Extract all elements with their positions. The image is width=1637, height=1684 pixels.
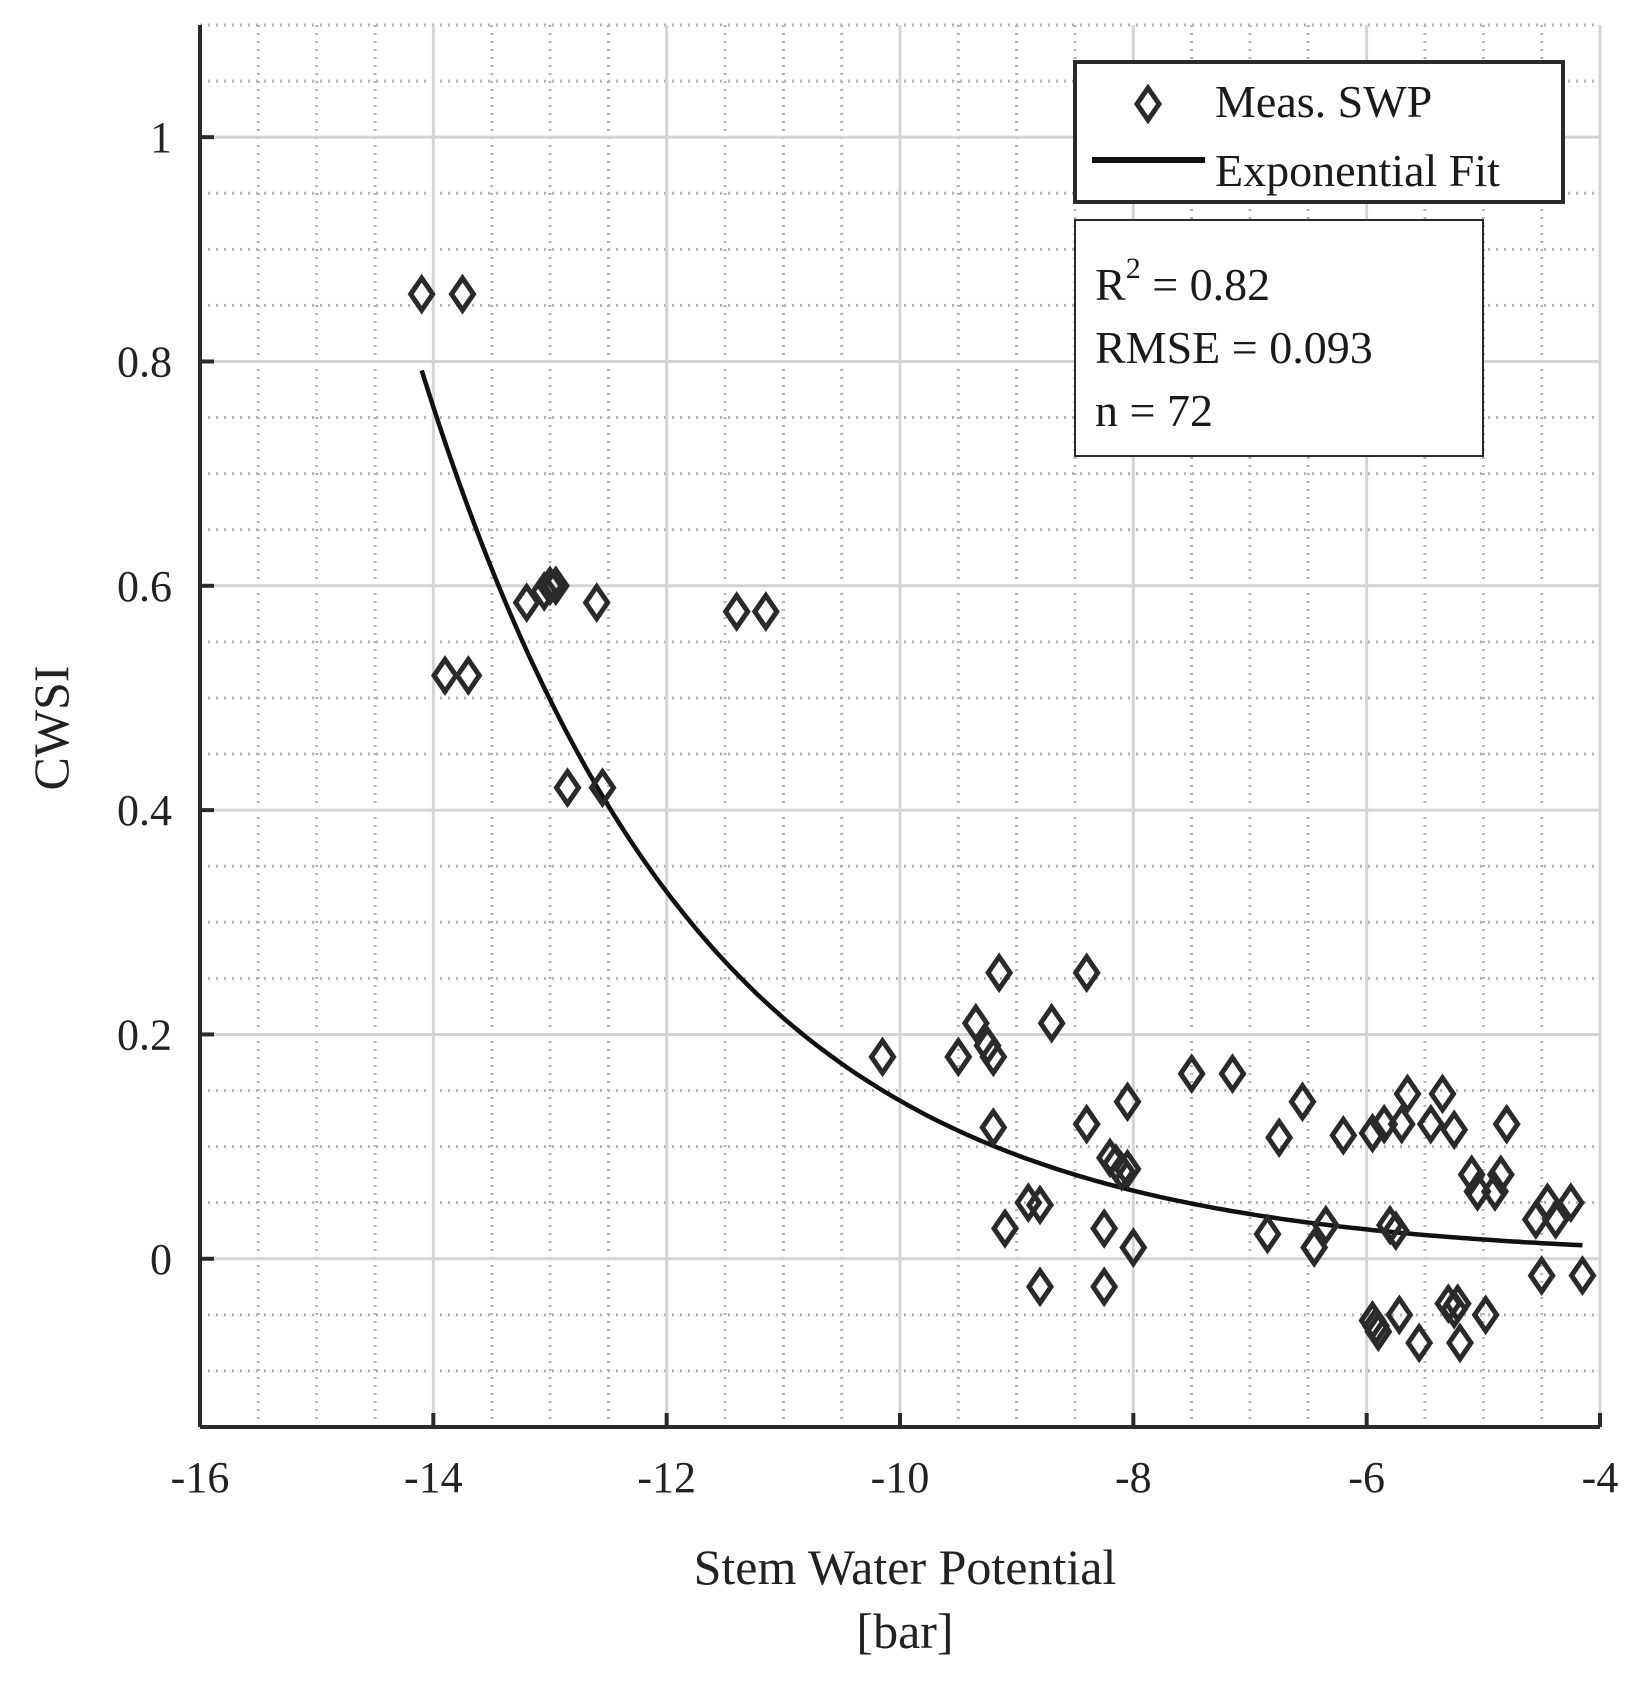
data-point — [553, 767, 582, 809]
x-tick-label: -16 — [171, 1453, 230, 1502]
legend-label-measured: Meas. SWP — [1215, 76, 1432, 127]
data-point — [1288, 1081, 1317, 1123]
data-point — [512, 582, 541, 624]
data-point — [541, 565, 570, 607]
data-point — [1457, 1154, 1486, 1196]
data-point — [1300, 1227, 1329, 1268]
data-point — [868, 1036, 897, 1078]
data-point — [448, 273, 477, 315]
tick-labels: -16 -14 -12 -10 -8 -6 -4 0 0.2 0.4 0.6 0.8 1 — [117, 113, 1618, 1502]
data-point — [1405, 1322, 1434, 1364]
legend: Meas. SWP Exponential Fit — [1073, 60, 1565, 204]
y-axis-title: CWSI — [23, 666, 79, 791]
data-point — [1177, 1053, 1206, 1095]
data-point — [751, 591, 780, 633]
data-point — [1440, 1109, 1469, 1151]
exponential-fit-layer — [419, 369, 1583, 1248]
data-point — [979, 1036, 1008, 1078]
data-point — [1072, 1103, 1101, 1145]
data-point — [430, 655, 460, 696]
data-point — [1329, 1114, 1358, 1156]
data-point — [1416, 1103, 1445, 1145]
x-axis-units: [bar] — [856, 1603, 953, 1659]
data-point — [1358, 1112, 1387, 1154]
data-point — [1107, 1150, 1136, 1192]
data-point — [535, 565, 565, 607]
data-point — [1113, 1148, 1142, 1190]
x-tick-label: -12 — [637, 1453, 696, 1502]
data-point — [1541, 1199, 1570, 1240]
x-tick-label: -10 — [871, 1453, 930, 1502]
data-point — [1265, 1117, 1294, 1159]
data-point — [1218, 1053, 1247, 1095]
stats-box-frame — [1074, 219, 1484, 457]
data-point — [1393, 1073, 1422, 1115]
y-tick-label: 0 — [150, 1235, 172, 1284]
data-point — [1253, 1213, 1282, 1255]
data-point — [1492, 1103, 1521, 1145]
data-point — [1381, 1210, 1410, 1252]
data-point — [1311, 1204, 1340, 1246]
data-point — [979, 1107, 1008, 1148]
data-point — [1471, 1294, 1500, 1336]
data-point — [1445, 1322, 1475, 1364]
data-point — [1556, 1182, 1585, 1224]
x-tick-label: -6 — [1348, 1453, 1385, 1502]
data-point — [1568, 1255, 1597, 1296]
data-point — [961, 1002, 990, 1044]
data-point — [407, 273, 436, 315]
data-point — [454, 655, 483, 696]
data-point — [990, 1208, 1020, 1249]
x-tick-label: -4 — [1582, 1453, 1619, 1502]
data-point — [1090, 1266, 1119, 1308]
legend-label-fit: Exponential Fit — [1215, 145, 1500, 196]
legend-diamond-icon — [1133, 83, 1163, 125]
data-point — [1385, 1294, 1414, 1336]
data-point — [1486, 1154, 1515, 1196]
data-point — [1428, 1073, 1457, 1115]
sample-size-label: n = 72 — [1095, 385, 1213, 436]
data-point — [588, 767, 617, 809]
data-point — [944, 1036, 973, 1078]
data-point — [1364, 1311, 1393, 1353]
data-point — [1443, 1283, 1472, 1325]
data-point — [582, 582, 611, 624]
x-tick-label: -14 — [404, 1453, 463, 1502]
data-point — [1119, 1227, 1148, 1268]
exponential-fit-line — [419, 369, 1583, 1248]
data-point — [1527, 1255, 1556, 1296]
data-point — [1113, 1081, 1142, 1123]
y-tick-label: 0.8 — [117, 337, 172, 386]
data-point — [1037, 1002, 1066, 1044]
data-point — [1025, 1184, 1055, 1226]
data-point — [722, 591, 751, 633]
y-tick-label: 1 — [150, 113, 172, 162]
legend-box — [1073, 60, 1565, 204]
data-point — [1387, 1103, 1416, 1145]
y-tick-label: 0.6 — [117, 562, 172, 611]
rmse-label: RMSE = 0.093 — [1095, 322, 1373, 373]
data-point — [1025, 1266, 1055, 1308]
r-squared-label: R2 = 0.82 — [1095, 252, 1270, 310]
x-axis-title: Stem Water Potential — [694, 1539, 1117, 1595]
data-points — [407, 273, 1597, 1364]
x-tick-label: -8 — [1115, 1453, 1152, 1502]
stats-box: R2 = 0.82 RMSE = 0.093 n = 72 — [1074, 219, 1484, 457]
y-tick-label: 0.2 — [117, 1010, 172, 1059]
data-point — [1072, 952, 1101, 994]
data-point — [985, 952, 1014, 994]
data-point — [1090, 1208, 1119, 1249]
axes — [198, 25, 1602, 1429]
y-tick-label: 0.4 — [117, 786, 172, 835]
